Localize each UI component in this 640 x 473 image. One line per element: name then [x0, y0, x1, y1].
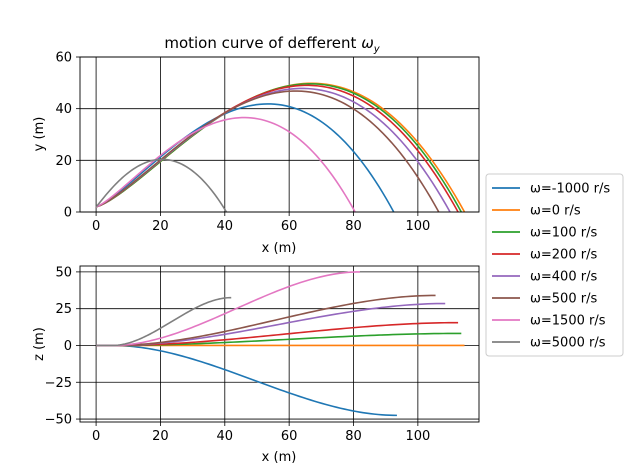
bottom-plot-area: 0 20 40 60 80 100 −50 −25 0 25 50: [45, 265, 480, 444]
bottom-series-line-0: [96, 344, 397, 417]
legend-entry-4: ω=400 r/s: [530, 270, 597, 285]
top-y-tick-label-1: 20: [55, 154, 72, 169]
bottom-series-line-5: [96, 294, 436, 347]
legend-entry-5: ω=500 r/s: [530, 292, 597, 307]
bottom-x-tick-label-1: 20: [152, 429, 169, 444]
top-series-line-7: [95, 158, 228, 213]
top-x-tick-label-4: 80: [345, 219, 362, 234]
top-x-tick-label-5: 100: [405, 219, 430, 234]
bottom-y-tick-label-2: 0: [64, 339, 72, 354]
bottom-series-line-3: [96, 321, 459, 347]
bottom-x-tick-label-0: 0: [92, 429, 100, 444]
bottom-y-tick-label-0: −50: [45, 413, 72, 428]
bottom-y-tick-label-3: 25: [55, 302, 72, 317]
legend-entry-1: ω=0 r/s: [530, 204, 581, 219]
top-y-tick-label-0: 0: [64, 206, 72, 221]
top-y-tick-label-2: 40: [55, 102, 72, 117]
bottom-x-axis-label: x (m): [262, 450, 297, 465]
top-x-tick-label-0: 0: [92, 219, 100, 234]
legend-entry-6: ω=1500 r/s: [530, 314, 606, 329]
bottom-y-axis-label: z (m): [32, 327, 47, 361]
legend-entry-0: ω=-1000 r/s: [530, 182, 610, 197]
top-series-line-4: [95, 87, 451, 213]
legend-entry-3: ω=200 r/s: [530, 248, 597, 263]
legend: ω=-1000 r/s ω=0 r/s ω=100 r/s ω=200 r/s ω=40…: [485, 173, 624, 357]
bottom-series-line-6: [96, 271, 360, 347]
top-y-axis-label: y (m): [32, 117, 47, 152]
top-x-tick-label-2: 40: [217, 219, 234, 234]
bottom-axes-frame: [79, 265, 480, 423]
top-y-tick-label-3: 60: [55, 51, 72, 66]
legend-entry-2: ω=100 r/s: [530, 226, 597, 241]
bottom-x-tick-label-4: 80: [345, 429, 362, 444]
top-series-line-0: [95, 103, 395, 213]
bottom-y-tick-label-1: −25: [45, 376, 72, 391]
bottom-series-line-7: [96, 296, 232, 347]
top-x-tick-label-3: 60: [281, 219, 298, 234]
bottom-x-tick-label-5: 100: [405, 429, 430, 444]
legend-entry-7: ω=5000 r/s: [530, 336, 606, 351]
top-x-tick-label-1: 20: [152, 219, 169, 234]
top-plot-area: 0 20 40 60 80 100 0 20 40 60: [55, 51, 480, 234]
top-x-axis-label: x (m): [262, 241, 297, 256]
bottom-x-tick-label-2: 40: [217, 429, 234, 444]
legend-box: [485, 173, 624, 357]
top-series-line-1: [95, 82, 466, 213]
top-chart-title: motion curve of defferent ωy: [164, 34, 380, 55]
top-series-line-6: [95, 116, 356, 213]
top-series-line-5: [95, 90, 440, 213]
bottom-x-tick-label-3: 60: [281, 429, 298, 444]
bottom-y-tick-label-4: 50: [55, 265, 72, 280]
top-axes-frame: [79, 56, 480, 213]
